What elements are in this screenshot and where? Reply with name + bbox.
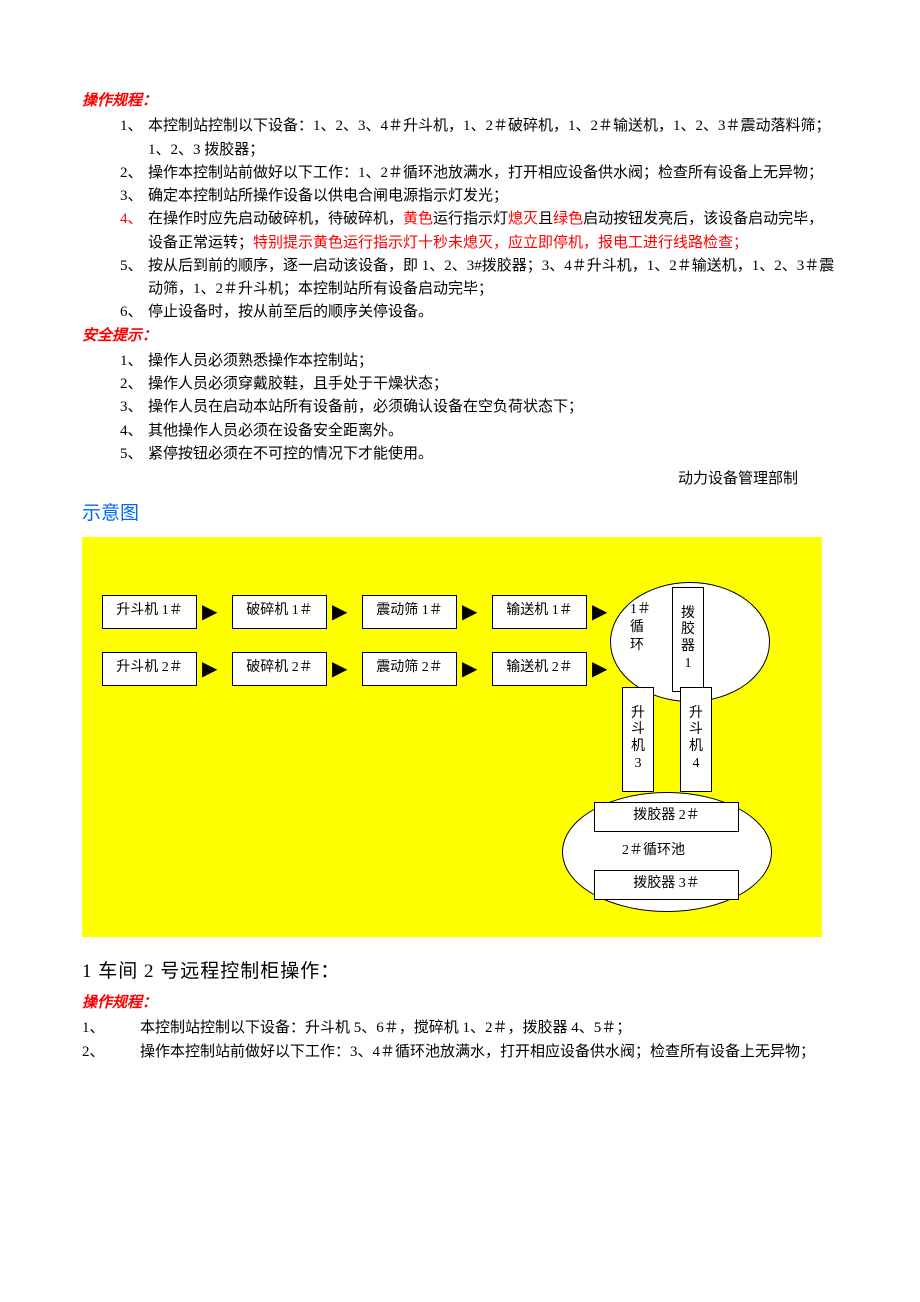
heading-op-rules-2: 操作规程： xyxy=(82,992,838,1015)
item-num: 4、 xyxy=(120,208,148,255)
safety-item: 2、操作人员必须穿戴胶鞋，且手处于干燥状态； xyxy=(120,373,838,396)
item-num: 6、 xyxy=(120,301,148,324)
op-list: 1、本控制站控制以下设备：1、2、3、4＃升斗机，1、2＃破碎机，1、2＃输送机… xyxy=(120,115,838,324)
flow-diagram: 升斗机 1＃ ▶ 破碎机 1＃ ▶ 震动筛 1＃ ▶ 输送机 1＃ ▶ 升斗机 … xyxy=(82,537,822,937)
node-sdj4: 升 斗 机 4 xyxy=(680,687,712,792)
node-psj1: 破碎机 1＃ xyxy=(232,595,327,629)
item-text: 确定本控制站所操作设备以供电合闸电源指示灯发光； xyxy=(148,185,838,208)
item-num: 2、 xyxy=(120,373,148,396)
safety-item: 4、其他操作人员必须在设备安全距离外。 xyxy=(120,420,838,443)
node-sdj3: 升 斗 机 3 xyxy=(622,687,654,792)
op-item: 2、操作本控制站前做好以下工作：1、2＃循环池放满水，打开相应设备供水阀；检查所… xyxy=(120,162,838,185)
arrow-icon: ▶ xyxy=(332,602,347,622)
item-num: 5、 xyxy=(120,255,148,302)
item-text: 本控制站控制以下设备：升斗机 5、6＃，搅碎机 1、2＃，拨胶器 4、5＃； xyxy=(140,1017,838,1040)
op-item: 5、按从后到前的顺序，逐一启动该设备，即 1、2、3#拨胶器；3、4＃升斗机，1… xyxy=(120,255,838,302)
node-zds2: 震动筛 2＃ xyxy=(362,652,457,686)
item-text: 操作人员必须熟悉操作本控制站； xyxy=(148,350,838,373)
item-text: 操作本控制站前做好以下工作：3、4＃循环池放满水，打开相应设备供水阀；检查所有设… xyxy=(140,1041,838,1064)
diagram-title: 示意图 xyxy=(82,499,838,528)
item-text: 本控制站控制以下设备：1、2、3、4＃升斗机，1、2＃破碎机，1、2＃输送机，1… xyxy=(148,115,838,162)
node-zds1: 震动筛 1＃ xyxy=(362,595,457,629)
op-item-4: 4、 在操作时应先启动破碎机，待破碎机，黄色运行指示灯熄灭且绿色启动按钮发亮后，… xyxy=(120,208,838,255)
arrow-icon: ▶ xyxy=(592,602,607,622)
seg-red: 黄色 xyxy=(403,211,433,227)
section2-list: 1、本控制站控制以下设备：升斗机 5、6＃，搅碎机 1、2＃，拨胶器 4、5＃；… xyxy=(82,1017,838,1064)
item-num: 3、 xyxy=(120,396,148,419)
item-num: 1、 xyxy=(120,115,148,162)
item-text: 紧停按钮必须在不可控的情况下才能使用。 xyxy=(148,443,838,466)
seg-red: 熄灭 xyxy=(508,211,538,227)
safety-list: 1、操作人员必须熟悉操作本控制站； 2、操作人员必须穿戴胶鞋，且手处于干燥状态；… xyxy=(120,350,838,466)
arrow-icon: ▶ xyxy=(202,659,217,679)
s2-item: 1、本控制站控制以下设备：升斗机 5、6＃，搅碎机 1、2＃，拨胶器 4、5＃； xyxy=(82,1017,838,1040)
item-num: 4、 xyxy=(120,420,148,443)
safety-item: 3、操作人员在启动本站所有设备前，必须确认设备在空负荷状态下； xyxy=(120,396,838,419)
node-sdj2: 升斗机 2＃ xyxy=(102,652,197,686)
node-sdj1: 升斗机 1＃ xyxy=(102,595,197,629)
item-num: 1、 xyxy=(82,1017,140,1040)
seg: 运行指示灯 xyxy=(433,211,508,227)
heading-op-rules: 操作规程： xyxy=(82,90,838,113)
node-ssj2: 输送机 2＃ xyxy=(492,652,587,686)
op-item: 6、停止设备时，按从前至后的顺序关停设备。 xyxy=(120,301,838,324)
item-text: 操作人员在启动本站所有设备前，必须确认设备在空负荷状态下； xyxy=(148,396,838,419)
arrow-icon: ▶ xyxy=(202,602,217,622)
arrow-icon: ▶ xyxy=(592,659,607,679)
section2-title: 1 车间 2 号远程控制柜操作： xyxy=(82,957,838,986)
item-text: 操作人员必须穿戴胶鞋，且手处于干燥状态； xyxy=(148,373,838,396)
node-bjq3: 拨胶器 3＃ xyxy=(594,870,739,900)
seg: 在操作时应先启动破碎机，待破碎机， xyxy=(148,211,403,227)
node-bjq1: 拨 胶 器 1 xyxy=(672,587,704,692)
signoff: 动力设备管理部制 xyxy=(82,468,838,491)
item-num: 2、 xyxy=(120,162,148,185)
item-num: 5、 xyxy=(120,443,148,466)
seg: 且 xyxy=(538,211,553,227)
arrow-icon: ▶ xyxy=(332,659,347,679)
item-text: 在操作时应先启动破碎机，待破碎机，黄色运行指示灯熄灭且绿色启动按钮发亮后，该设备… xyxy=(148,208,838,255)
arrow-icon: ▶ xyxy=(462,602,477,622)
item-text: 按从后到前的顺序，逐一启动该设备，即 1、2、3#拨胶器；3、4＃升斗机，1、2… xyxy=(148,255,838,302)
seg-red: 绿色 xyxy=(553,211,583,227)
item-num: 1、 xyxy=(120,350,148,373)
node-bjq2: 拨胶器 2＃ xyxy=(594,802,739,832)
item-num: 2、 xyxy=(82,1041,140,1064)
item-num: 3、 xyxy=(120,185,148,208)
op-item: 3、确定本控制站所操作设备以供电合闸电源指示灯发光； xyxy=(120,185,838,208)
heading-safety: 安全提示： xyxy=(82,325,838,348)
arrow-icon: ▶ xyxy=(462,659,477,679)
node-psj2: 破碎机 2＃ xyxy=(232,652,327,686)
item-text: 停止设备时，按从前至后的顺序关停设备。 xyxy=(148,301,838,324)
ellipse1-label: 1＃ 循 环 xyxy=(630,601,666,656)
safety-item: 1、操作人员必须熟悉操作本控制站； xyxy=(120,350,838,373)
node-ssj1: 输送机 1＃ xyxy=(492,595,587,629)
ellipse2-label: 2＃循环池 xyxy=(622,840,685,862)
safety-item: 5、紧停按钮必须在不可控的情况下才能使用。 xyxy=(120,443,838,466)
op-item: 1、本控制站控制以下设备：1、2、3、4＃升斗机，1、2＃破碎机，1、2＃输送机… xyxy=(120,115,838,162)
item-text: 其他操作人员必须在设备安全距离外。 xyxy=(148,420,838,443)
item-text: 操作本控制站前做好以下工作：1、2＃循环池放满水，打开相应设备供水阀；检查所有设… xyxy=(148,162,838,185)
seg-red: 特别提示黄色运行指示灯十秒未熄灭，应立即停机，报电工进行线路检查； xyxy=(253,235,748,251)
s2-item: 2、操作本控制站前做好以下工作：3、4＃循环池放满水，打开相应设备供水阀；检查所… xyxy=(82,1041,838,1064)
